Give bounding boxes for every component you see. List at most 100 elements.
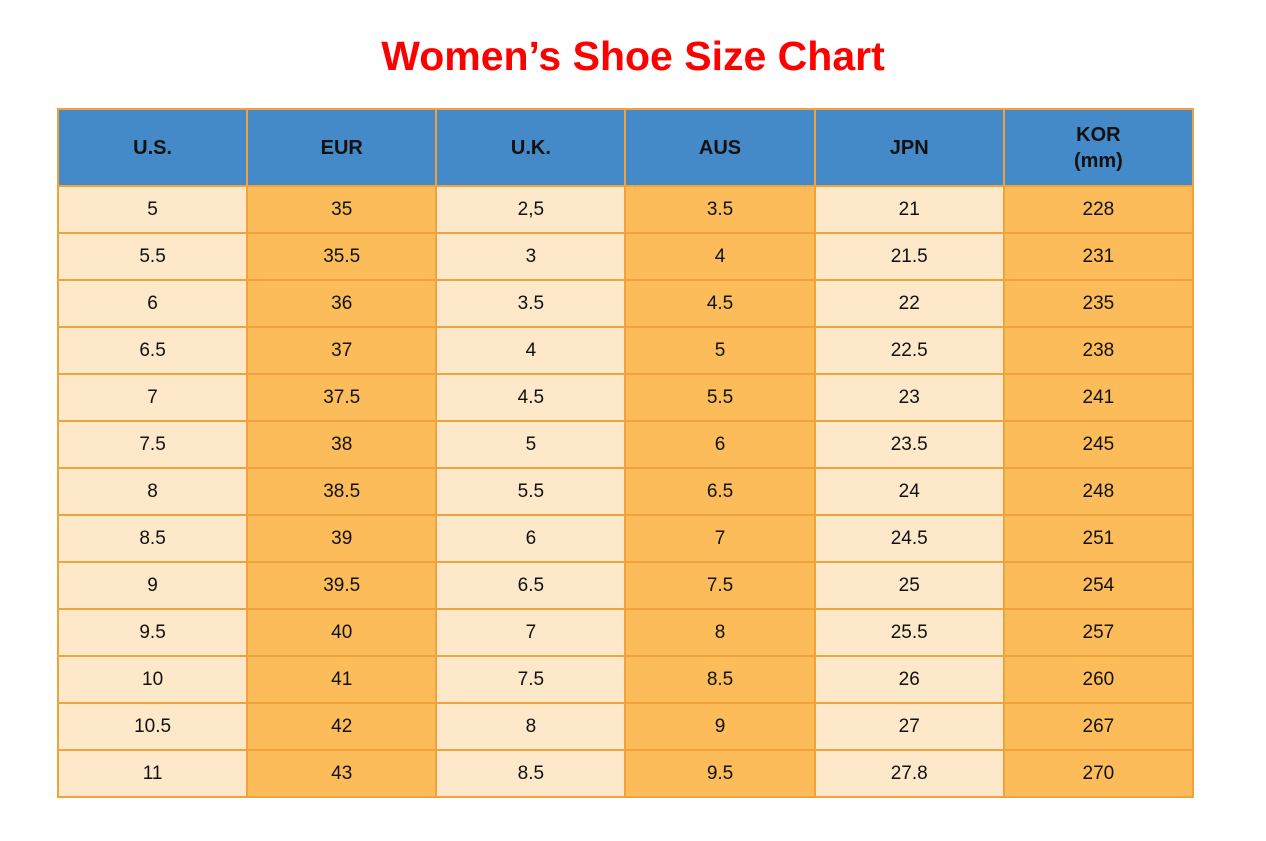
table-row: 8.5 39 6 7 24.5 251 bbox=[56, 514, 1195, 563]
table-cell: 248 bbox=[1002, 467, 1195, 516]
table-cell: 5 bbox=[624, 326, 816, 375]
header-cell-aus: AUS bbox=[624, 108, 816, 187]
table-cell: 6.5 bbox=[435, 561, 627, 610]
header-cell-uk: U.K. bbox=[435, 108, 627, 187]
header-label: U.K. bbox=[510, 136, 551, 159]
header-cell-kor: KOR (mm) bbox=[1002, 108, 1195, 187]
table-cell: 37.5 bbox=[246, 373, 438, 422]
table-cell: 22.5 bbox=[813, 326, 1005, 375]
table-cell: 23 bbox=[813, 373, 1005, 422]
header-row: U.S. EUR U.K. AUS JPN KOR (mm) bbox=[56, 108, 1195, 187]
table-cell: 4 bbox=[624, 232, 816, 281]
table-cell: 251 bbox=[1002, 514, 1195, 563]
table-row: 5.5 35.5 3 4 21.5 231 bbox=[56, 232, 1195, 281]
table-cell: 7 bbox=[435, 608, 627, 657]
table-cell: 257 bbox=[1002, 608, 1195, 657]
table-row: 5 35 2,5 3.5 21 228 bbox=[56, 185, 1195, 234]
table-cell: 37 bbox=[246, 326, 438, 375]
table-cell: 25 bbox=[813, 561, 1005, 610]
table-cell: 245 bbox=[1002, 420, 1195, 469]
table-row: 8 38.5 5.5 6.5 24 248 bbox=[56, 467, 1195, 516]
table-cell: 9.5 bbox=[624, 749, 816, 798]
table-cell: 35 bbox=[246, 185, 438, 234]
table-cell: 11 bbox=[56, 749, 249, 798]
table-cell: 3.5 bbox=[435, 279, 627, 328]
table-cell: 8.5 bbox=[56, 514, 249, 563]
table-cell: 7.5 bbox=[435, 655, 627, 704]
table-row: 10.5 42 8 9 27 267 bbox=[56, 702, 1195, 751]
table-cell: 6 bbox=[624, 420, 816, 469]
table-cell: 3.5 bbox=[624, 185, 816, 234]
header-label: KOR bbox=[1076, 123, 1121, 146]
table-cell: 10.5 bbox=[56, 702, 249, 751]
table-cell: 39 bbox=[246, 514, 438, 563]
header-label: JPN bbox=[889, 136, 929, 159]
table-cell: 8.5 bbox=[435, 749, 627, 798]
table-cell: 5.5 bbox=[435, 467, 627, 516]
table-cell: 260 bbox=[1002, 655, 1195, 704]
table-cell: 4 bbox=[435, 326, 627, 375]
table-cell: 5 bbox=[56, 185, 249, 234]
table-cell: 254 bbox=[1002, 561, 1195, 610]
table-cell: 25.5 bbox=[813, 608, 1005, 657]
table-cell: 43 bbox=[246, 749, 438, 798]
table-row: 11 43 8.5 9.5 27.8 270 bbox=[56, 749, 1195, 798]
table-cell: 35.5 bbox=[246, 232, 438, 281]
table-header: U.S. EUR U.K. AUS JPN KOR (mm) bbox=[56, 108, 1195, 187]
table-cell: 6 bbox=[56, 279, 249, 328]
table-cell: 228 bbox=[1002, 185, 1195, 234]
table-cell: 7 bbox=[624, 514, 816, 563]
table-cell: 8 bbox=[435, 702, 627, 751]
table-cell: 7 bbox=[56, 373, 249, 422]
table-cell: 8 bbox=[56, 467, 249, 516]
table-row: 9 39.5 6.5 7.5 25 254 bbox=[56, 561, 1195, 610]
table-cell: 26 bbox=[813, 655, 1005, 704]
table-cell: 36 bbox=[246, 279, 438, 328]
table-cell: 6.5 bbox=[56, 326, 249, 375]
table-cell: 24.5 bbox=[813, 514, 1005, 563]
table-cell: 238 bbox=[1002, 326, 1195, 375]
table-row: 9.5 40 7 8 25.5 257 bbox=[56, 608, 1195, 657]
header-label: U.S. bbox=[133, 136, 173, 159]
table-cell: 4.5 bbox=[435, 373, 627, 422]
table-cell: 8.5 bbox=[624, 655, 816, 704]
table-cell: 42 bbox=[246, 702, 438, 751]
table-row: 7 37.5 4.5 5.5 23 241 bbox=[56, 373, 1195, 422]
table-cell: 21 bbox=[813, 185, 1005, 234]
header-cell-us: U.S. bbox=[56, 108, 249, 187]
table-cell: 267 bbox=[1002, 702, 1195, 751]
table-cell: 38 bbox=[246, 420, 438, 469]
header-cell-jpn: JPN bbox=[813, 108, 1005, 187]
table-row: 6.5 37 4 5 22.5 238 bbox=[56, 326, 1195, 375]
table-row: 10 41 7.5 8.5 26 260 bbox=[56, 655, 1195, 704]
table-row: 7.5 38 5 6 23.5 245 bbox=[56, 420, 1195, 469]
table-cell: 10 bbox=[56, 655, 249, 704]
table-cell: 4.5 bbox=[624, 279, 816, 328]
header-sublabel: (mm) bbox=[1073, 149, 1123, 172]
table-cell: 231 bbox=[1002, 232, 1195, 281]
table-cell: 9 bbox=[56, 561, 249, 610]
shoe-size-table: U.S. EUR U.K. AUS JPN KOR (mm) 5 35 2,5 3.5… bbox=[56, 108, 1195, 798]
table-cell: 9 bbox=[624, 702, 816, 751]
table-cell: 235 bbox=[1002, 279, 1195, 328]
table-cell: 9.5 bbox=[56, 608, 249, 657]
table-cell: 3 bbox=[435, 232, 627, 281]
table-cell: 7.5 bbox=[624, 561, 816, 610]
table-cell: 21.5 bbox=[813, 232, 1005, 281]
table-cell: 270 bbox=[1002, 749, 1195, 798]
table-cell: 6 bbox=[435, 514, 627, 563]
table-cell: 5.5 bbox=[624, 373, 816, 422]
table-cell: 5.5 bbox=[56, 232, 249, 281]
table-cell: 41 bbox=[246, 655, 438, 704]
table-cell: 39.5 bbox=[246, 561, 438, 610]
table-row: 6 36 3.5 4.5 22 235 bbox=[56, 279, 1195, 328]
header-label: EUR bbox=[320, 136, 363, 159]
table-cell: 6.5 bbox=[624, 467, 816, 516]
table-cell: 27.8 bbox=[813, 749, 1005, 798]
page-title: Women’s Shoe Size Chart bbox=[381, 33, 885, 79]
size-table-body: 5 35 2,5 3.5 21 228 5.5 35.5 3 4 21.5 231 6 36 3.5 4.5 2… bbox=[56, 185, 1195, 798]
table-cell: 5 bbox=[435, 420, 627, 469]
table-cell: 2,5 bbox=[435, 185, 627, 234]
table-cell: 38.5 bbox=[246, 467, 438, 516]
table-cell: 8 bbox=[624, 608, 816, 657]
